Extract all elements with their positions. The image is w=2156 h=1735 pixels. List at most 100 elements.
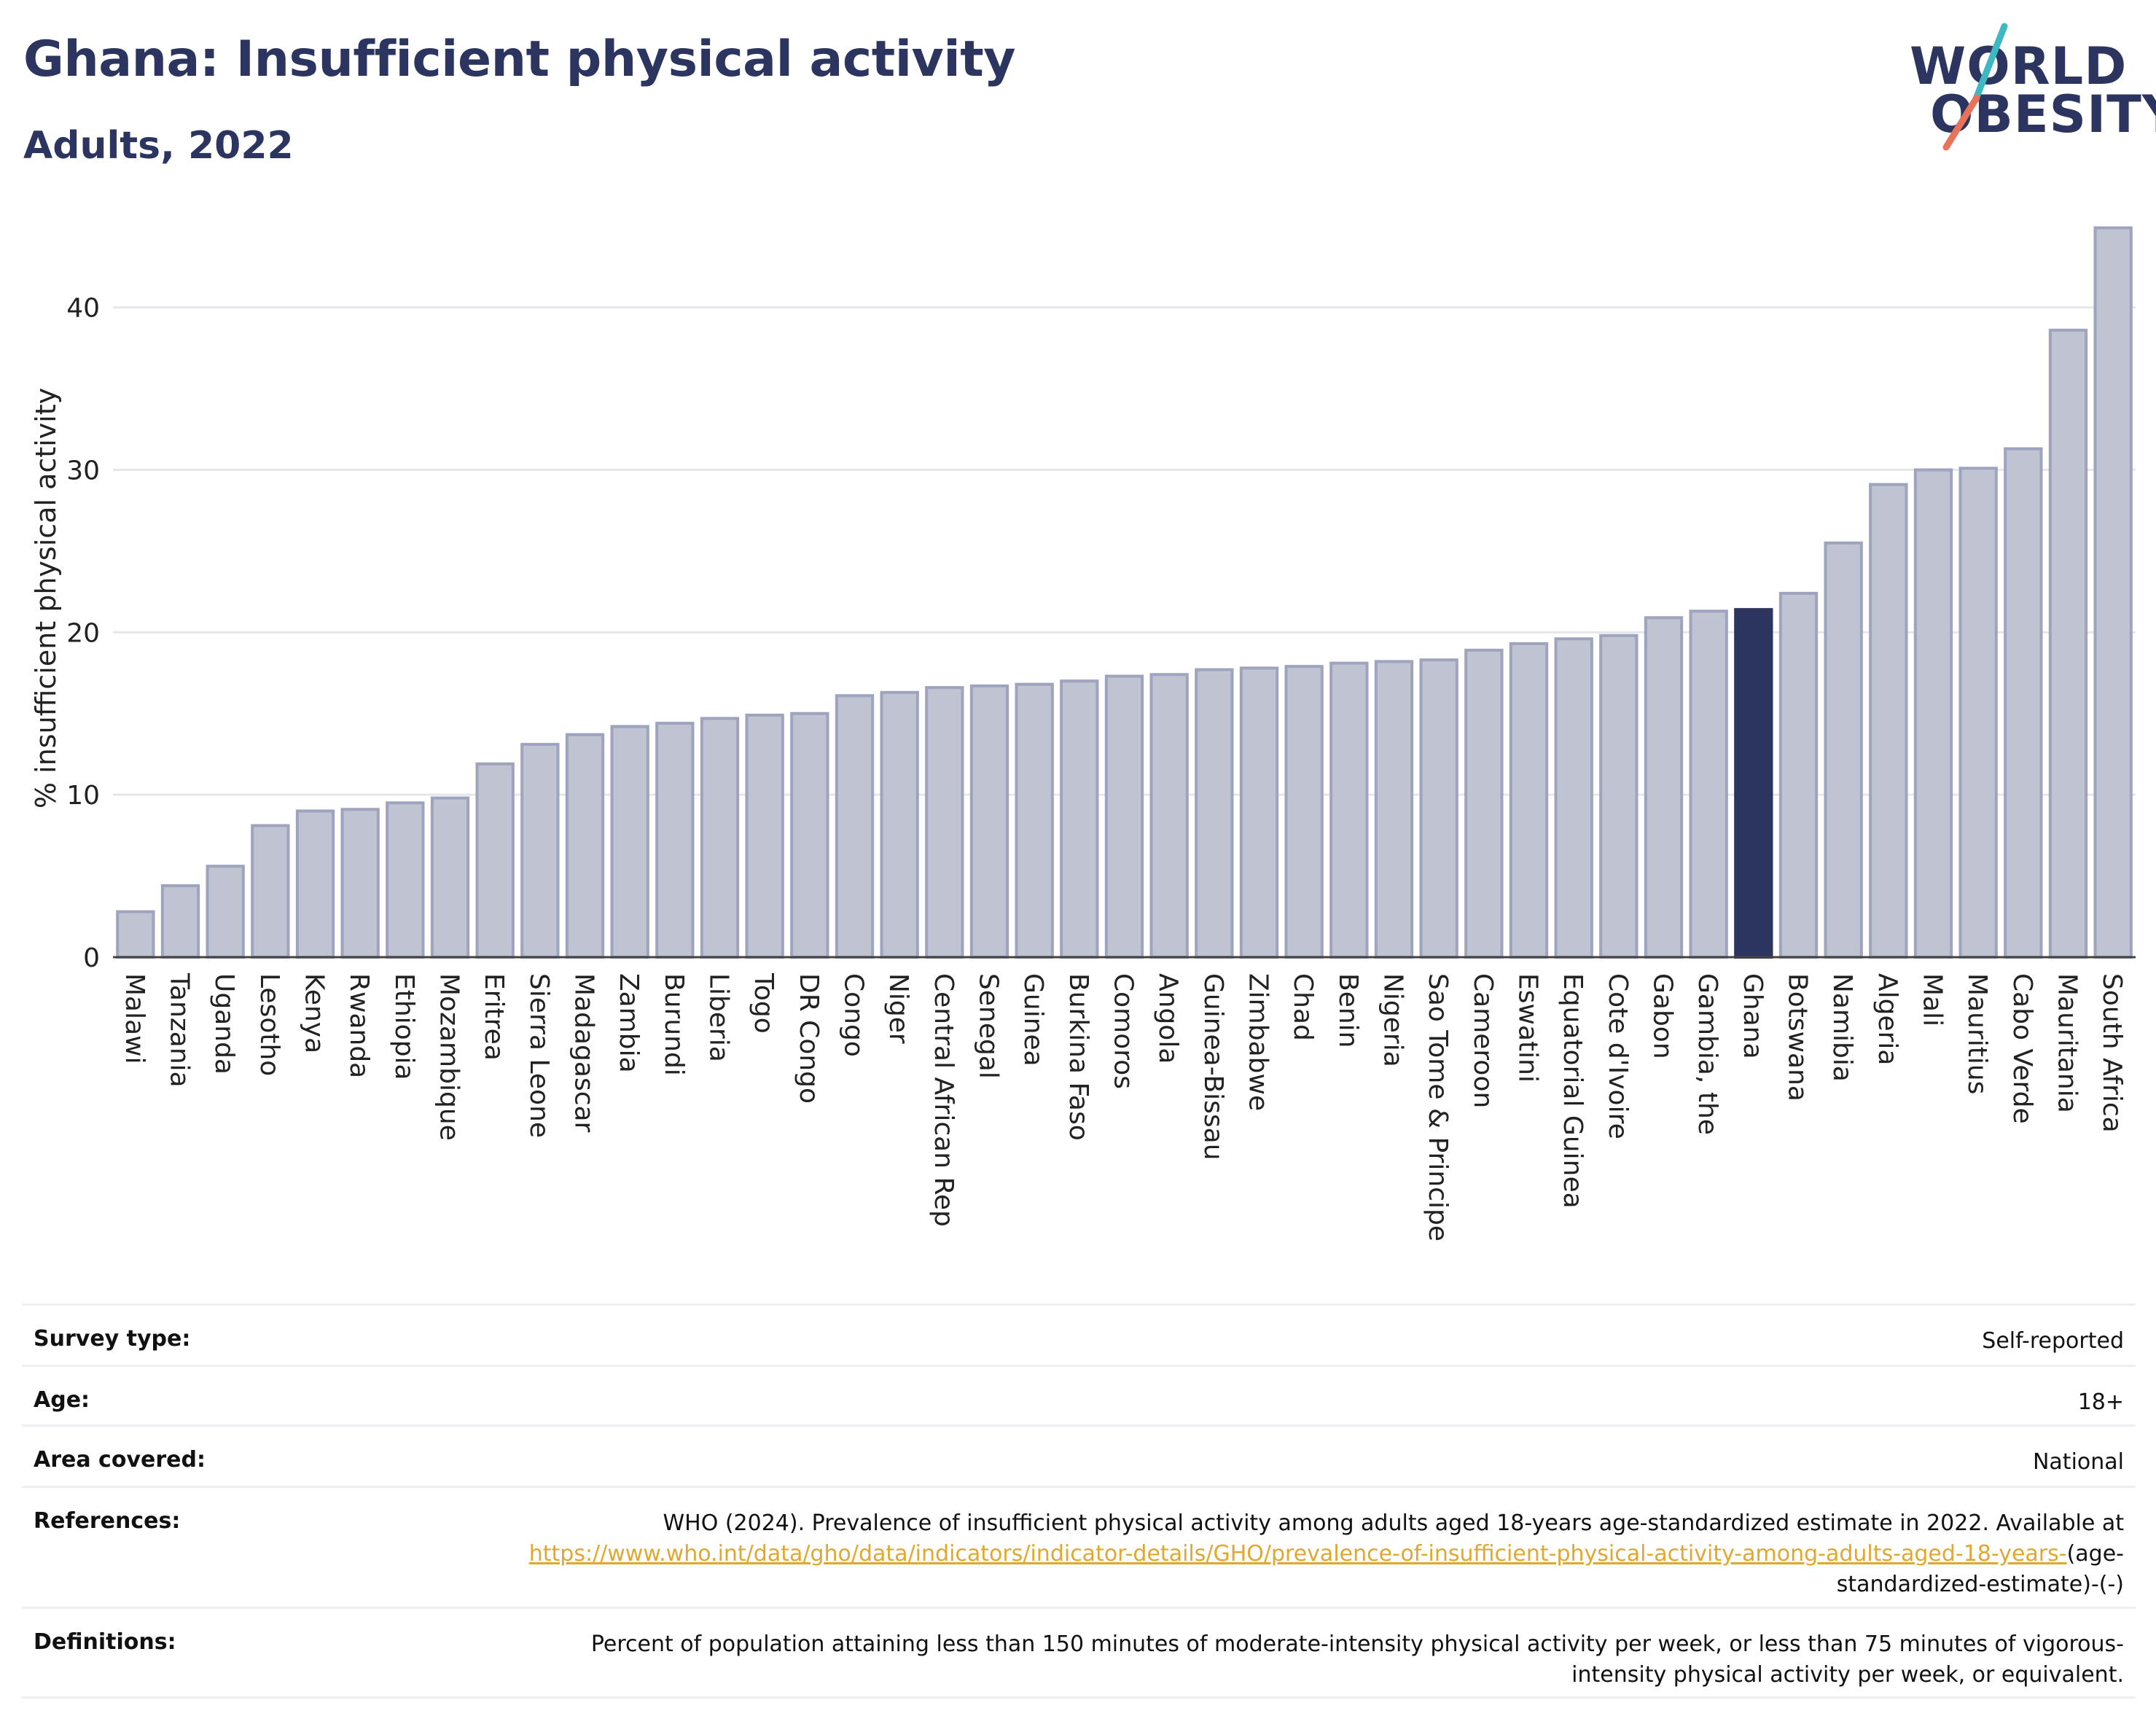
x-tick-label: Rwanda [344, 973, 374, 1078]
x-tick-label: Cabo Verde [2007, 973, 2037, 1124]
bar-tanzania[interactable] [160, 884, 200, 959]
bar-uganda[interactable] [206, 865, 245, 959]
bar-central-african-rep[interactable] [925, 686, 964, 959]
bar-south-africa[interactable] [2093, 226, 2133, 959]
x-tick-label: Togo [749, 972, 778, 1034]
bar-ethiopia[interactable] [386, 801, 425, 959]
chart-title: Ghana: Insufficient physical activity [23, 31, 1016, 88]
meta-row-survey: Survey type: Self-reported [22, 1303, 2136, 1365]
x-tick-label: Ethiopia [389, 973, 419, 1080]
bar-madagascar[interactable] [565, 733, 605, 959]
bar-guinea-bissau[interactable] [1195, 668, 1234, 959]
bar-dr-congo[interactable] [790, 711, 829, 959]
bar-burkina-faso[interactable] [1060, 679, 1099, 959]
x-tick-label: Namibia [1827, 973, 1857, 1082]
references-label: References: [34, 1508, 181, 1534]
bar-togo[interactable] [745, 713, 784, 959]
x-tick-label: Burundi [659, 973, 689, 1076]
x-tick-label: Guinea [1018, 973, 1048, 1067]
bar-eritrea[interactable] [475, 762, 515, 959]
x-tick-label: Algeria [1872, 973, 1902, 1066]
bar-botswana[interactable] [1778, 591, 1819, 959]
meta-row-definitions: Definitions: Percent of population attai… [22, 1607, 2136, 1699]
bar-rwanda[interactable] [340, 808, 380, 959]
x-tick-label: Cote d'Ivoire [1603, 973, 1633, 1139]
area-label: Area covered: [34, 1447, 206, 1473]
x-tick-label: Zambia [614, 973, 644, 1073]
meta-row-age: Age: 18+ [22, 1365, 2136, 1424]
y-tick-label: 20 [66, 618, 100, 648]
x-tick-label: Equatorial Guinea [1558, 973, 1587, 1209]
x-tick-label: Sierra Leone [524, 973, 554, 1138]
bar-niger[interactable] [880, 690, 919, 959]
references-value: WHO (2024). Prevalence of insufficient p… [477, 1508, 2124, 1607]
survey-label: Survey type: [34, 1326, 191, 1352]
bar-burundi[interactable] [655, 722, 695, 959]
bar-equatorial-guinea[interactable] [1554, 637, 1593, 959]
x-tick-label: Liberia [704, 973, 734, 1062]
x-tick-label: Mauritania [2053, 973, 2082, 1113]
bar-namibia[interactable] [1824, 541, 1863, 959]
age-value: 18+ [2077, 1389, 2124, 1415]
y-tick-label: 30 [66, 456, 100, 486]
bar-cabo-verde[interactable] [2004, 447, 2043, 959]
references-link[interactable]: https://www.who.int/data/gho/data/indica… [528, 1541, 2067, 1567]
x-tick-label: Central African Rep [929, 973, 958, 1227]
x-tick-label: Madagascar [569, 973, 599, 1133]
bar-congo[interactable] [835, 694, 875, 959]
bar-chart: 0 10 20 30 40 Malawi Tanzania Uganda Lesotho Ken… [30, 226, 2136, 1241]
bar-sao-tome-principe[interactable] [1419, 658, 1458, 959]
x-tick-label: Botswana [1783, 973, 1813, 1102]
bar-zimbabwe[interactable] [1239, 666, 1279, 959]
bar-mauritania[interactable] [2048, 328, 2088, 959]
x-tick-label: Niger [883, 973, 913, 1044]
bar-zambia[interactable] [610, 725, 649, 959]
x-tick-label: Zimbabwe [1243, 973, 1273, 1111]
bar-mozambique[interactable] [430, 796, 470, 959]
meta-row-references: References: WHO (2024). Prevalence of in… [22, 1486, 2136, 1607]
bar-malawi[interactable] [116, 910, 155, 959]
bar-eswatini[interactable] [1509, 642, 1549, 959]
bar-algeria[interactable] [1869, 483, 1908, 959]
y-axis-label: % insufficient physical activity [30, 388, 62, 808]
x-tick-label: Uganda [209, 973, 239, 1075]
references-tail: (age-standardized-estimate)-(-) [1836, 1541, 2124, 1597]
definitions-value: Percent of population attaining less tha… [590, 1631, 2124, 1688]
x-tick-label: Cameroon [1468, 973, 1498, 1108]
y-tick-label: 0 [83, 943, 100, 973]
bar-nigeria[interactable] [1374, 660, 1414, 959]
bar-cote-d-ivoire[interactable] [1599, 633, 1639, 959]
bar-benin[interactable] [1329, 661, 1369, 959]
bar-sierra-leone[interactable] [520, 743, 560, 959]
x-tick-label: Comoros [1109, 973, 1138, 1089]
bar-mali[interactable] [1913, 468, 1953, 959]
bar-cameroon[interactable] [1464, 648, 1504, 959]
bar-comoros[interactable] [1104, 674, 1144, 959]
x-tick-label: Eritrea [479, 973, 509, 1061]
bar-angola[interactable] [1149, 673, 1189, 959]
x-tick-label: Angola [1153, 973, 1183, 1064]
x-tick-label: Gabon [1648, 973, 1678, 1059]
bar-gambia-the[interactable] [1689, 609, 1728, 959]
logo-slash-icon [1942, 23, 2008, 151]
bar-ghana[interactable] [1734, 608, 1773, 959]
x-tick-label: Nigeria [1378, 973, 1408, 1067]
x-tick-label: Eswatini [1513, 973, 1543, 1083]
x-tick-label: Sao Tome & Principe [1423, 973, 1453, 1241]
bar-senegal[interactable] [969, 684, 1009, 959]
bar-kenya[interactable] [295, 809, 335, 959]
bar-liberia[interactable] [700, 717, 740, 959]
bar-gabon[interactable] [1644, 616, 1684, 959]
bar-guinea[interactable] [1015, 682, 1054, 959]
x-tick-label: Benin [1333, 973, 1363, 1048]
x-tick-label: Mauritius [1962, 973, 1992, 1094]
bar-mauritius[interactable] [1958, 467, 1998, 959]
x-tick-label: South Africa [2097, 973, 2127, 1133]
x-tick-label: Ghana [1738, 973, 1768, 1059]
meta-row-area: Area covered: National [22, 1424, 2136, 1486]
bar-chad[interactable] [1284, 665, 1324, 959]
x-tick-label: Congo [839, 973, 869, 1057]
x-tick-label: Mali [1918, 973, 1948, 1026]
y-tick-label: 40 [66, 294, 100, 324]
bar-lesotho[interactable] [251, 824, 290, 959]
